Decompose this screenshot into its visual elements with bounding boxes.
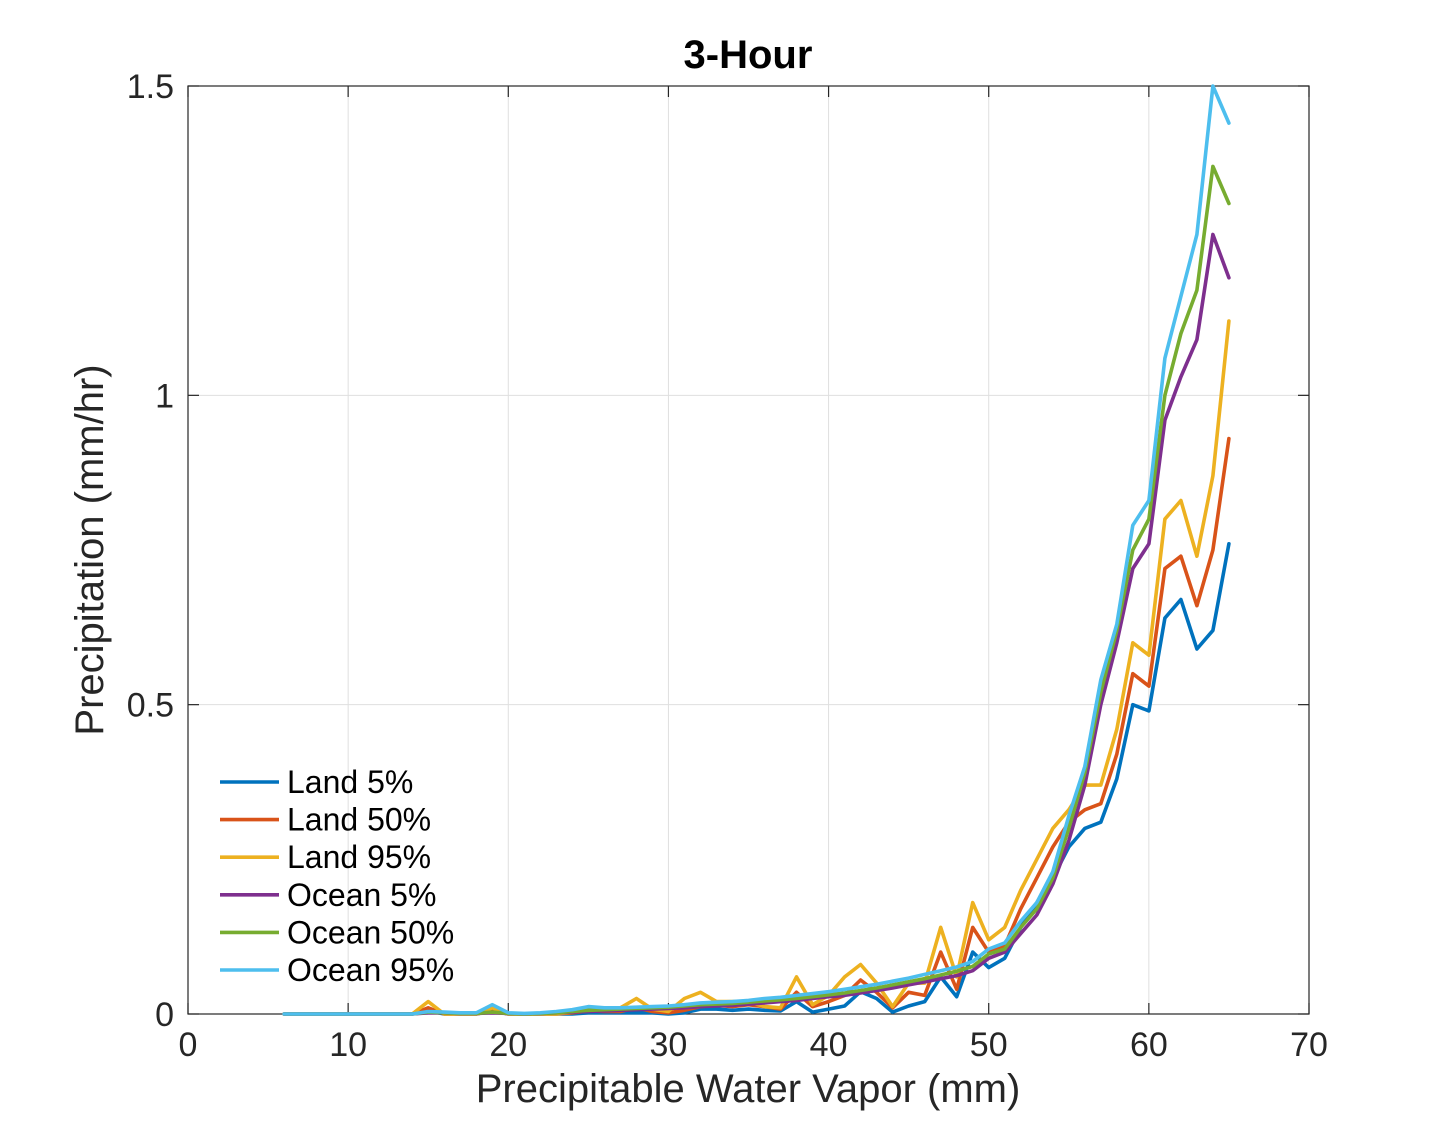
chart-title: 3-Hour: [684, 33, 813, 77]
x-tick-label: 60: [1130, 1026, 1168, 1064]
y-tick-label: 1.5: [127, 68, 174, 106]
legend-label: Ocean 95%: [287, 952, 454, 988]
y-tick-label: 0: [155, 996, 174, 1034]
y-tick-label: 1: [155, 377, 174, 415]
x-tick-label: 70: [1290, 1026, 1328, 1064]
series-line-ocean-95: [282, 84, 1231, 1016]
plot-area: [187, 85, 1310, 1015]
x-tick-label: 20: [489, 1026, 527, 1064]
grid-lines: [188, 86, 1309, 1014]
y-tick-label: 0.5: [127, 687, 174, 725]
x-tick-label: 40: [810, 1026, 848, 1064]
y-axis-title: Precipitation (mm/hr): [68, 364, 112, 735]
legend-label: Ocean 5%: [287, 877, 436, 913]
x-tick-label: 30: [650, 1026, 688, 1064]
x-tick-label: 50: [970, 1026, 1008, 1064]
x-tick-label: 0: [179, 1026, 198, 1064]
legend-label: Land 50%: [287, 802, 431, 838]
legend-label: Land 5%: [287, 764, 413, 800]
data-series: [282, 84, 1231, 1016]
legend-label: Land 95%: [287, 839, 431, 875]
legend: Land 5%Land 50%Land 95%Ocean 5%Ocean 50%…: [220, 764, 454, 988]
legend-label: Ocean 50%: [287, 914, 454, 950]
axis-ticks: 0 10 20 30 40 50 60 70 0 0.5 1 1.5: [127, 68, 1328, 1064]
x-tick-label: 10: [329, 1026, 367, 1064]
x-axis-title: Precipitable Water Vapor (mm): [476, 1067, 1021, 1111]
